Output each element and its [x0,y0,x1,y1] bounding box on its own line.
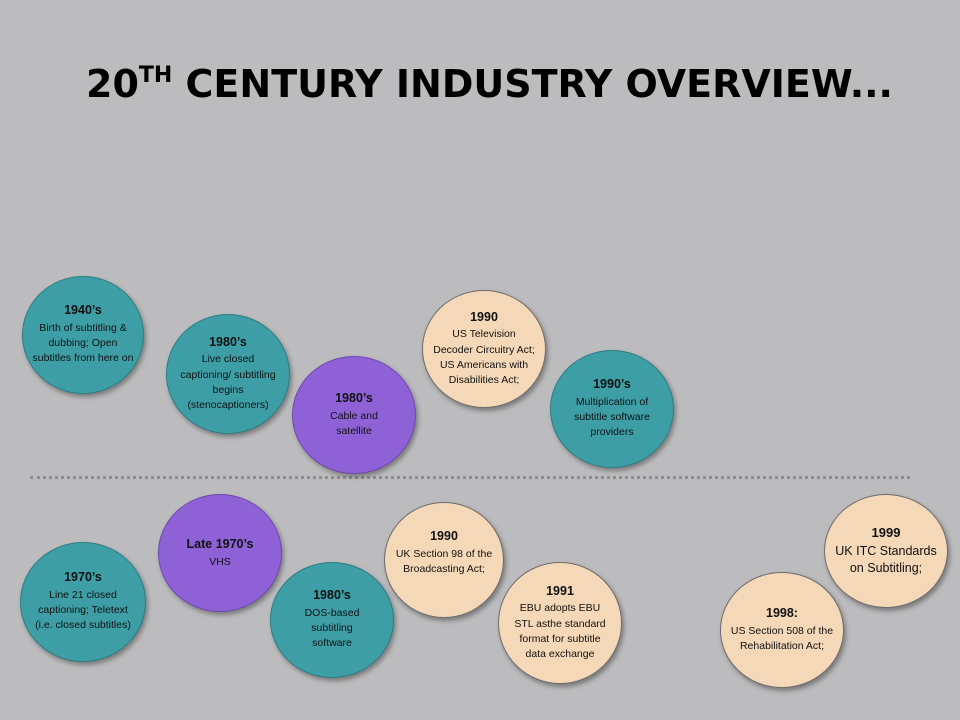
event-bubble-1980s-live: 1980’s Live closed captioning/ subtitlin… [166,314,290,434]
timeline-divider [30,476,910,479]
event-bubble-1999: 1999 UK ITC Standards on Subtitling; [824,494,948,608]
event-bubble-1998: 1998: US Section 508 of the Rehabilitati… [720,572,844,688]
event-text: UK ITC Standards on Subtitling; [835,544,937,576]
event-text: EBU adopts EBU STL asthe standard format… [514,602,606,661]
event-text: Line 21 closed captioning; Teletext (i.e… [35,588,131,632]
event-year: 1990 [470,309,498,324]
event-year: 1970’s [64,570,102,585]
event-bubble-1990-us: 1990 US Television Decoder Circuitry Act… [422,290,546,408]
event-bubble-1970s: 1970’s Line 21 closed captioning; Telete… [20,542,146,662]
slide-title: 20TH CENTURY INDUSTRY OVERVIEW... [86,62,893,106]
event-text: VHS [209,555,231,568]
event-bubble-1980s-cable: 1980’s Cable and satellite [292,356,416,474]
event-year: 1990’s [593,377,631,392]
event-bubble-late-1970s: Late 1970’s VHS [158,494,282,612]
event-text: Birth of subtitling & dubbing; Open subt… [32,321,134,365]
event-text: UK Section 98 of the Broadcasting Act; [395,547,493,575]
event-text: DOS-based subtitling software [304,606,360,650]
event-text: US Section 508 of the Rehabilitation Act… [730,624,834,652]
event-year: 1980’s [209,334,247,349]
event-text: Live closed captioning/ subtitling begin… [180,353,276,412]
event-year: 1998: [766,605,798,620]
event-year: Late 1970’s [186,537,254,551]
event-text: US Television Decoder Circuitry Act; US … [433,328,535,387]
event-year: 1980’s [335,390,373,405]
event-bubble-1990s: 1990’s Multiplication of subtitle softwa… [550,350,674,468]
event-year: 1980’s [313,588,351,603]
event-year: 1990 [430,529,458,543]
event-text: Multiplication of subtitle software prov… [574,395,650,439]
event-text: Cable and satellite [330,409,378,437]
event-bubble-1991: 1991 EBU adopts EBU STL asthe standard f… [498,562,622,684]
event-bubble-1990-uk: 1990 UK Section 98 of the Broadcasting A… [384,502,504,618]
event-bubble-1940s: 1940’s Birth of subtitling & dubbing; Op… [22,276,144,394]
event-bubble-1980s-dos: 1980’s DOS-based subtitling software [270,562,394,678]
event-year: 1940’s [64,303,102,318]
event-year: 1999 [871,525,901,540]
event-year: 1991 [546,583,574,598]
